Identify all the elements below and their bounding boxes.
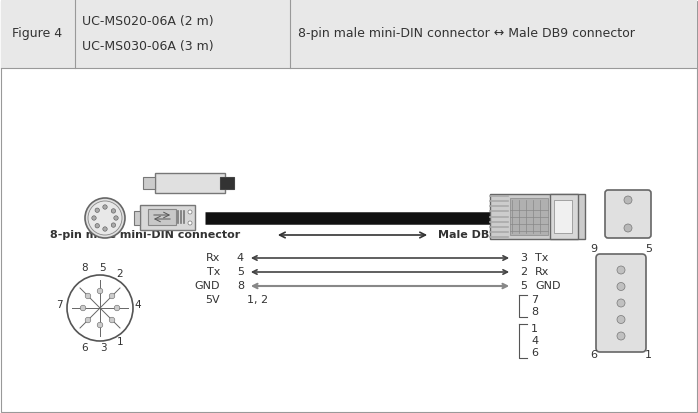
Bar xyxy=(1,0,697,68)
Text: 6: 6 xyxy=(590,350,597,360)
Circle shape xyxy=(617,332,625,340)
Circle shape xyxy=(80,305,86,311)
Text: 3: 3 xyxy=(520,253,527,263)
Text: 8-pin male mini-DIN connector: 8-pin male mini-DIN connector xyxy=(50,230,240,240)
Text: GND: GND xyxy=(195,281,220,291)
Text: Tx: Tx xyxy=(535,253,549,263)
Circle shape xyxy=(617,282,625,290)
Text: 8: 8 xyxy=(531,307,538,317)
Text: 1: 1 xyxy=(117,337,124,347)
Bar xyxy=(550,194,578,239)
Text: 4: 4 xyxy=(135,300,141,310)
Text: 7: 7 xyxy=(56,300,62,310)
Bar xyxy=(510,198,548,235)
Circle shape xyxy=(85,198,125,238)
Text: 6: 6 xyxy=(531,348,538,358)
Circle shape xyxy=(111,223,116,227)
Text: Tx: Tx xyxy=(207,267,220,277)
Circle shape xyxy=(95,208,99,212)
Text: 6: 6 xyxy=(82,343,89,353)
Text: 5V: 5V xyxy=(205,295,220,305)
Bar xyxy=(143,177,155,189)
Circle shape xyxy=(109,317,114,323)
Bar xyxy=(148,209,176,225)
Text: Figure 4: Figure 4 xyxy=(12,28,62,40)
Text: Male DB9 connector: Male DB9 connector xyxy=(438,230,563,240)
Circle shape xyxy=(617,316,625,323)
Circle shape xyxy=(95,223,99,228)
Text: UC-MS020-06A (2 m): UC-MS020-06A (2 m) xyxy=(82,15,214,28)
Text: 1, 2: 1, 2 xyxy=(247,295,268,305)
FancyBboxPatch shape xyxy=(596,254,646,352)
Text: UC-MS030-06A (3 m): UC-MS030-06A (3 m) xyxy=(82,40,214,53)
Text: 2: 2 xyxy=(520,267,527,277)
Circle shape xyxy=(617,299,625,307)
Circle shape xyxy=(88,201,122,235)
Text: Rx: Rx xyxy=(535,267,549,277)
Circle shape xyxy=(617,266,625,274)
Circle shape xyxy=(109,293,114,299)
Text: 8-pin male mini-DIN connector ↔ Male DB9 connector: 8-pin male mini-DIN connector ↔ Male DB9… xyxy=(298,28,635,40)
Text: 7: 7 xyxy=(531,295,538,305)
Circle shape xyxy=(97,288,103,294)
Circle shape xyxy=(85,317,91,323)
Text: 8: 8 xyxy=(82,263,89,273)
Text: 9: 9 xyxy=(590,244,597,254)
Circle shape xyxy=(97,322,103,328)
Bar xyxy=(155,173,225,193)
Circle shape xyxy=(111,209,116,213)
Text: 3: 3 xyxy=(100,343,106,353)
Bar xyxy=(134,211,140,225)
Circle shape xyxy=(92,216,96,220)
Text: 5: 5 xyxy=(100,263,106,273)
Text: 4: 4 xyxy=(531,336,538,346)
Circle shape xyxy=(103,205,107,209)
Circle shape xyxy=(114,216,118,220)
Text: 8: 8 xyxy=(237,281,244,291)
Circle shape xyxy=(85,293,91,299)
Text: 5: 5 xyxy=(645,244,652,254)
Bar xyxy=(140,205,195,230)
Text: GND: GND xyxy=(535,281,560,291)
Circle shape xyxy=(103,227,107,231)
Bar xyxy=(220,177,234,189)
Circle shape xyxy=(188,221,192,225)
FancyBboxPatch shape xyxy=(605,190,651,238)
Circle shape xyxy=(188,210,192,214)
Text: 5: 5 xyxy=(237,267,244,277)
Text: 1: 1 xyxy=(531,324,538,334)
Bar xyxy=(554,200,572,233)
Text: 2: 2 xyxy=(117,269,124,279)
Text: 4: 4 xyxy=(237,253,244,263)
Text: 5: 5 xyxy=(520,281,527,291)
Text: 1: 1 xyxy=(645,350,652,360)
Circle shape xyxy=(114,305,120,311)
Circle shape xyxy=(67,275,133,341)
Circle shape xyxy=(624,196,632,204)
Circle shape xyxy=(624,224,632,232)
Text: Rx: Rx xyxy=(206,253,220,263)
Polygon shape xyxy=(490,194,585,239)
